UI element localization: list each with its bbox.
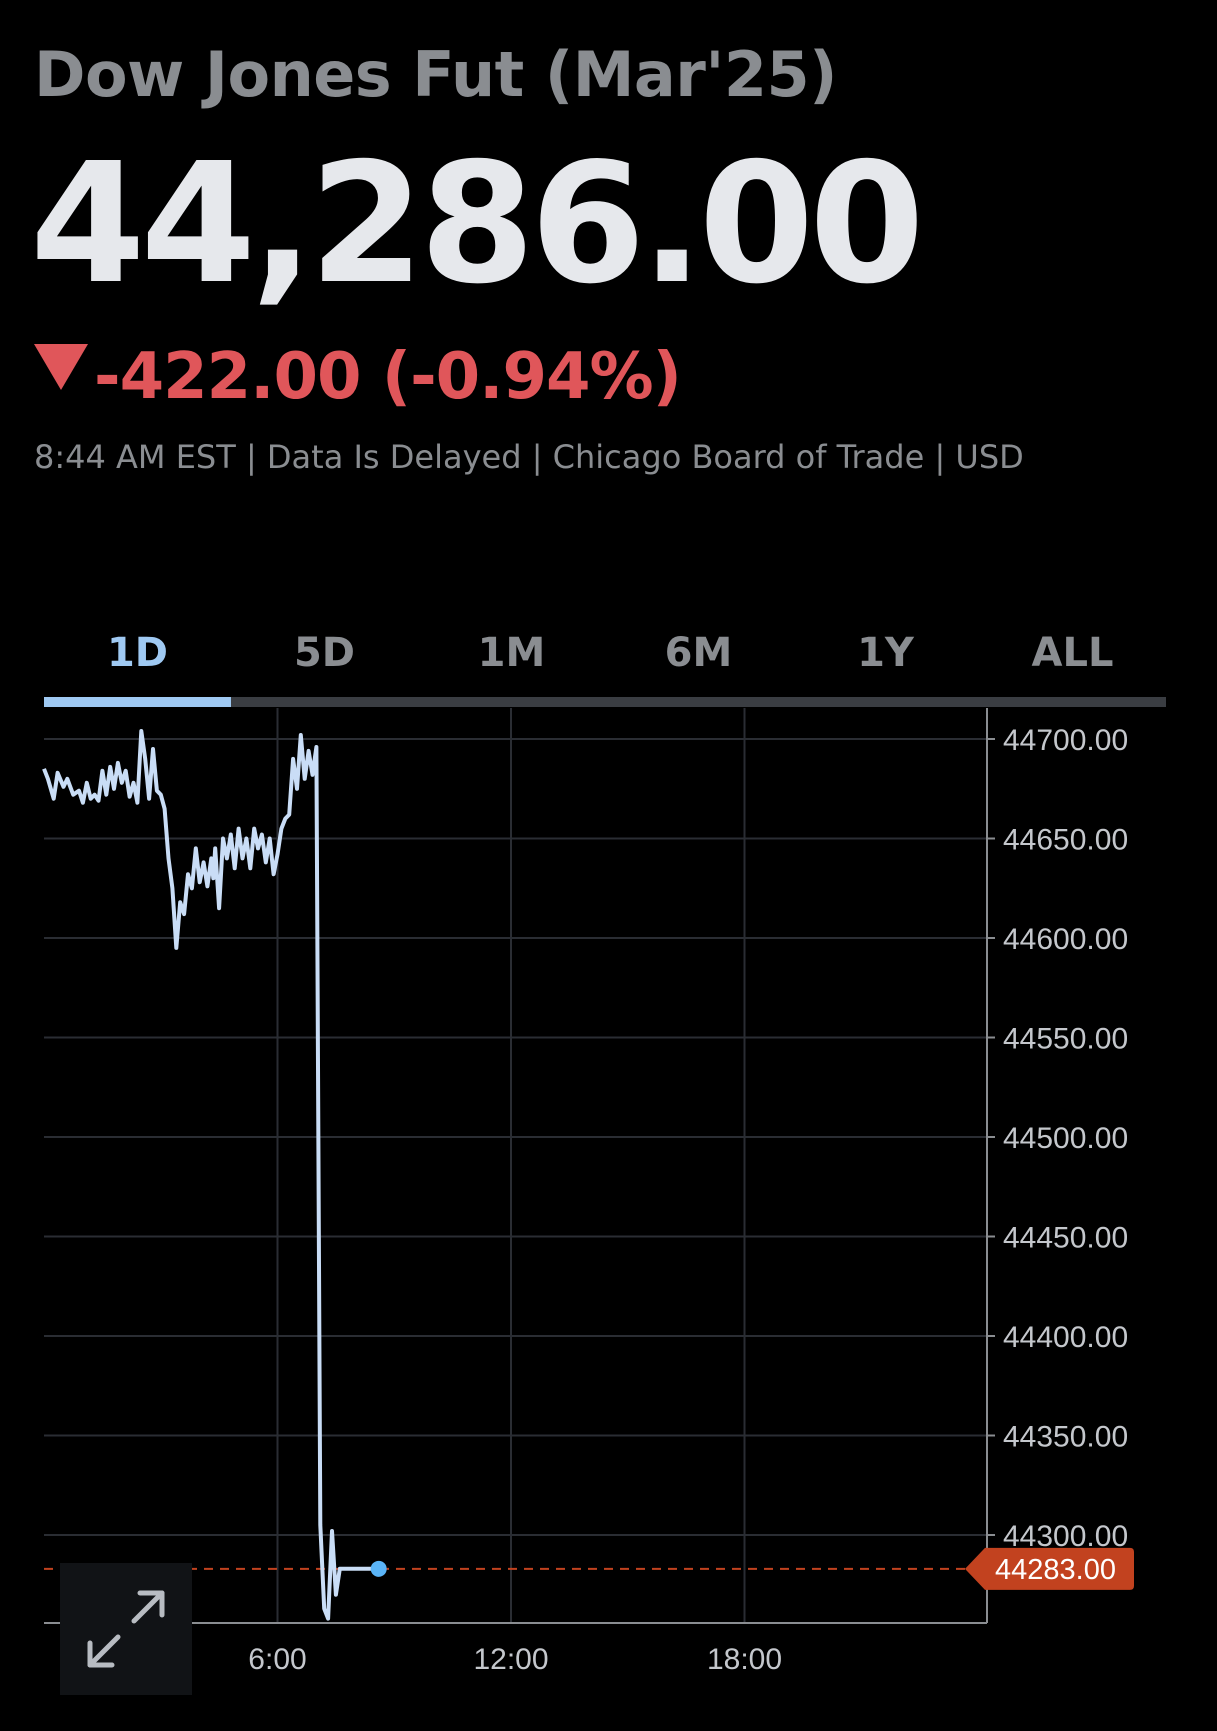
- tab-5d[interactable]: 5D: [293, 630, 356, 676]
- y-tick-label: 44700.00: [1003, 724, 1128, 757]
- last-price-dot: [370, 1560, 387, 1577]
- tab-all[interactable]: ALL: [1031, 630, 1114, 676]
- current-value-badge: [965, 1547, 1134, 1590]
- current-value-label: 44283.00: [995, 1554, 1116, 1586]
- y-tick-label: 44600.00: [1003, 923, 1128, 956]
- x-tick-label: 12:00: [473, 1643, 548, 1676]
- price-series-line: [42, 729, 387, 1621]
- tab-active-indicator: [44, 697, 231, 707]
- y-tick-label: 44350.00: [1003, 1421, 1128, 1454]
- x-tick-label: 6:00: [248, 1643, 306, 1676]
- y-tick-label: 44400.00: [1003, 1321, 1128, 1354]
- instrument-title: Dow Jones Fut (Mar'25): [34, 38, 837, 111]
- price-chart[interactable]: 44700.00 44650.00 44600.00 44550.00 44500.00…: [0, 700, 1217, 1731]
- y-tick-label: 44300.00: [1003, 1520, 1128, 1553]
- tab-1y[interactable]: 1Y: [857, 630, 914, 676]
- y-tick-label: 44650.00: [1003, 824, 1128, 857]
- y-tick-label: 44550.00: [1003, 1023, 1128, 1056]
- expand-button[interactable]: [60, 1563, 192, 1695]
- y-tick-label: 44450.00: [1003, 1222, 1128, 1255]
- tab-track: [44, 697, 1166, 707]
- quote-meta: 8:44 AM EST | Data Is Delayed | Chicago …: [34, 438, 1024, 476]
- last-price: 44,286.00: [30, 128, 925, 321]
- tab-1m[interactable]: 1M: [477, 630, 546, 676]
- down-triangle-icon: [34, 344, 88, 390]
- price-change-text: -422.00 (-0.94%): [94, 340, 682, 414]
- price-change: -422.00 (-0.94%): [34, 340, 682, 414]
- y-tick-label: 44500.00: [1003, 1122, 1128, 1155]
- tab-1d[interactable]: 1D: [106, 630, 169, 676]
- tab-6m[interactable]: 6M: [664, 630, 733, 676]
- x-tick-label: 18:00: [707, 1643, 782, 1676]
- expand-arrows-icon: [87, 1590, 165, 1668]
- range-tabs: 1D 5D 1M 6M 1Y ALL: [44, 628, 1166, 708]
